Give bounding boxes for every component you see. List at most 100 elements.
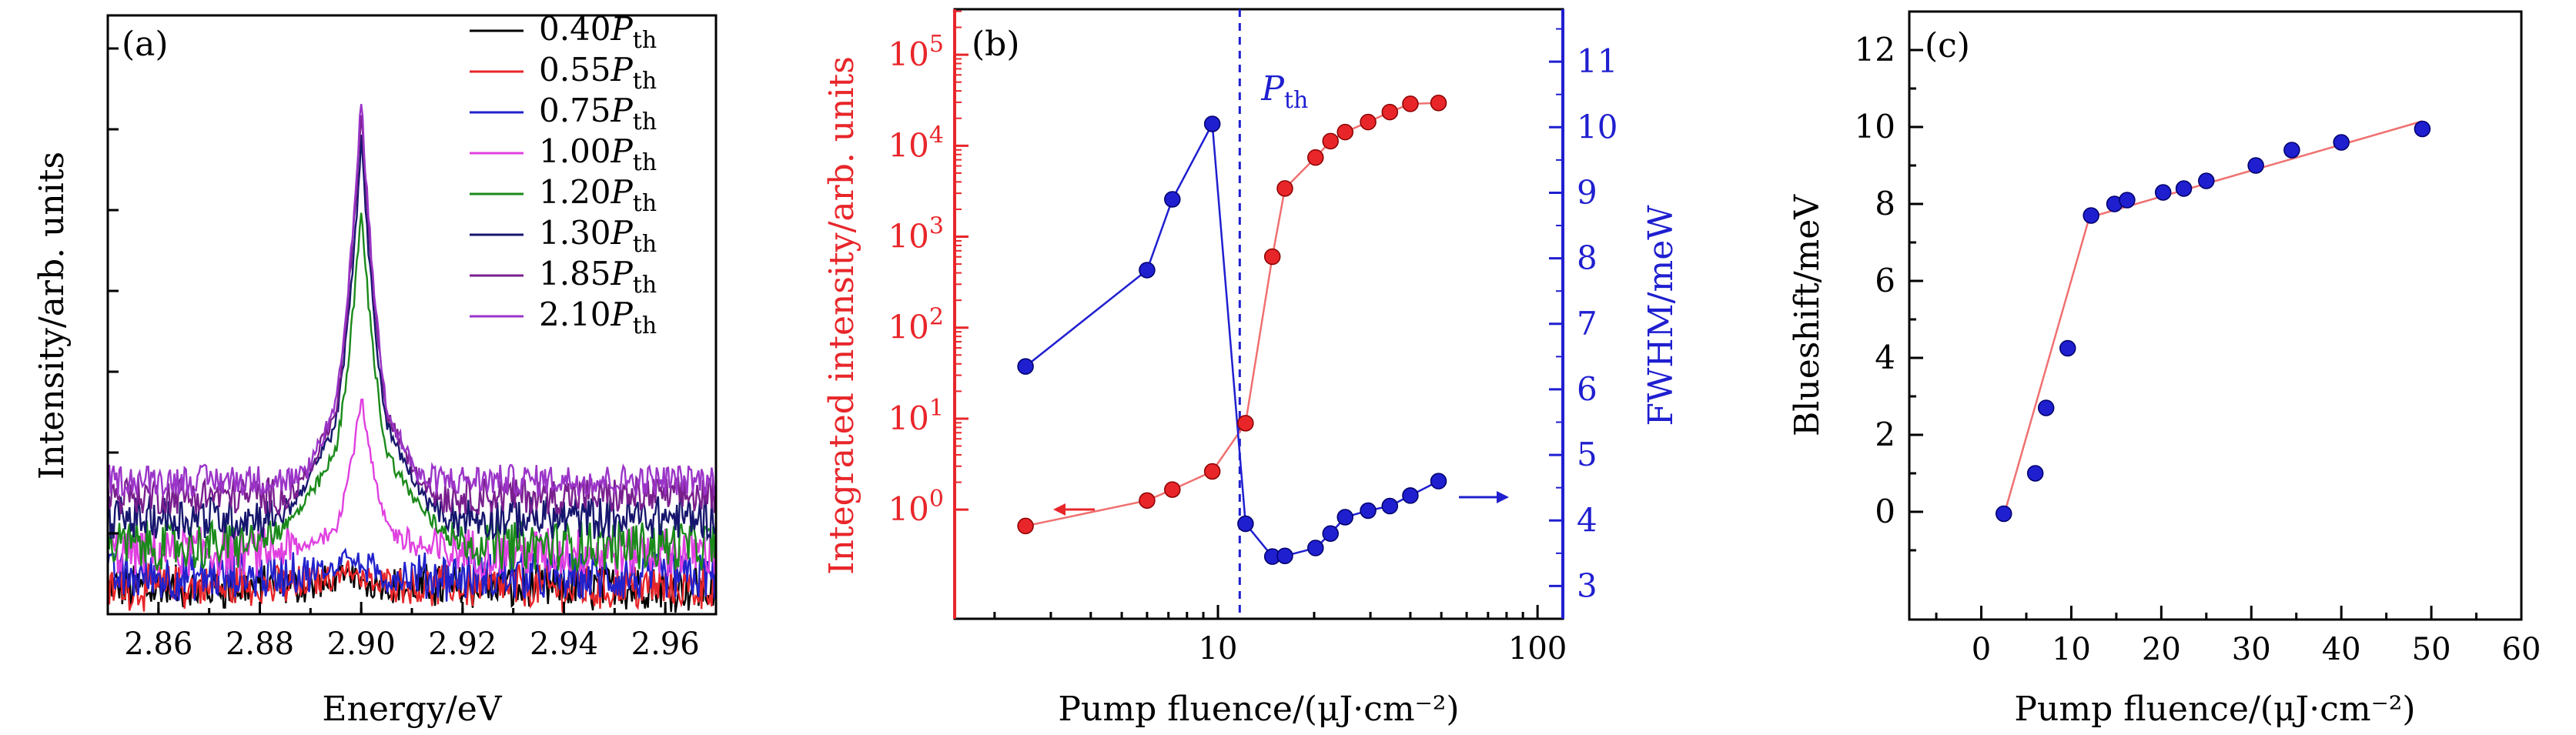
- tick-base: 10: [888, 490, 928, 528]
- spectrum-line: [108, 103, 716, 499]
- intensity-point: [1307, 149, 1324, 166]
- panel-a-legend: 0.40Pth0.55Pth0.75Pth1.00Pth1.20Pth1.30P…: [470, 10, 657, 339]
- y-tick-label: 12: [1855, 31, 1895, 68]
- legend-subscript: th: [633, 190, 657, 217]
- intensity-point: [1430, 95, 1447, 112]
- left-tick-label: 103: [888, 213, 944, 256]
- x-tick-label: 20: [2142, 632, 2181, 667]
- panel-c-blueshift: 0 10 20 30 40 50 60 0 2 4 6 8 10 12 (c) Pump fluence…: [1788, 10, 2541, 729]
- y-tick-label: 8: [1875, 185, 1895, 222]
- spectrum-line: [108, 135, 716, 543]
- tick-base: 10: [888, 218, 928, 256]
- x-tick-label: 50: [2412, 632, 2451, 667]
- panel-b-label: (b): [972, 25, 1020, 64]
- panel-c-series: [1996, 120, 2431, 523]
- y-tick-label: 6: [1875, 262, 1895, 299]
- panel-c-x-axis-label: Pump fluence/(μJ·cm⁻²): [2014, 690, 2415, 729]
- legend-coefficient: 2.10: [539, 296, 611, 333]
- tick-exponent: 4: [929, 122, 944, 149]
- fwhm-point: [1402, 487, 1419, 504]
- legend-entry: 0.55Pth: [539, 51, 657, 95]
- fwhm-point: [1381, 497, 1399, 515]
- legend-symbol: P: [611, 173, 634, 211]
- fwhm-point: [1307, 540, 1324, 556]
- legend-subscript: th: [633, 272, 657, 299]
- panel-a-x-ticks: 2.86 2.88 2.90 2.92 2.94 2.96: [106, 602, 718, 662]
- fwhm-point: [1017, 358, 1034, 375]
- right-tick-label: 3: [1577, 566, 1597, 604]
- x-tick-label: 10: [1199, 631, 1238, 667]
- intensity-point: [1017, 517, 1034, 535]
- left-axis-arrowhead: [1053, 503, 1066, 516]
- left-tick-label: 105: [888, 31, 944, 73]
- panel-b-x-axis-label: Pump fluence/(μJ·cm⁻²): [1058, 690, 1459, 729]
- tick-exponent: 2: [929, 304, 944, 331]
- tick-exponent: 3: [929, 213, 944, 240]
- threshold-label: Pth: [1260, 69, 1308, 114]
- blueshift-point: [2083, 207, 2099, 224]
- y-tick-label: 0: [1875, 493, 1895, 530]
- legend-symbol: P: [611, 214, 634, 252]
- intensity-point: [1203, 463, 1221, 480]
- legend-symbol: P: [611, 10, 634, 48]
- legend-entry: 1.85Pth: [539, 255, 657, 299]
- intensity-point: [1276, 180, 1293, 197]
- legend-entry: 1.30Pth: [539, 214, 657, 258]
- spectrum-line: [108, 547, 716, 602]
- legend-symbol: P: [611, 296, 634, 333]
- legend-subscript: th: [633, 109, 657, 135]
- tick-base: 10: [888, 35, 928, 73]
- x-tick-label: 2.88: [226, 626, 294, 662]
- blueshift-point: [2333, 134, 2350, 151]
- blueshift-point: [2119, 192, 2136, 209]
- legend-symbol: P: [611, 132, 634, 170]
- legend-coefficient: 0.40: [539, 10, 611, 48]
- fwhm-point: [1237, 515, 1254, 533]
- panel-a-y-ticks: [108, 47, 119, 535]
- legend-entry: 1.00Pth: [539, 132, 657, 176]
- tick-exponent: 5: [929, 31, 944, 58]
- tick-base: 10: [888, 309, 928, 346]
- x-tick-label: 30: [2232, 632, 2271, 667]
- fwhm-point: [1276, 547, 1293, 564]
- legend-coefficient: 1.00: [539, 132, 611, 170]
- blueshift-point: [2175, 180, 2193, 197]
- blueshift-point: [2198, 172, 2215, 189]
- panel-c-y-ticks: 0 2 4 6 8 10 12: [1855, 31, 1923, 552]
- blueshift-point: [2414, 120, 2431, 138]
- fwhm-line: [1025, 120, 1440, 558]
- intensity-point: [1164, 481, 1181, 498]
- legend-subscript: th: [633, 68, 657, 95]
- fwhm-point: [1203, 115, 1221, 132]
- right-tick-label: 6: [1577, 370, 1597, 408]
- panel-c-x-ticks: 0 10 20 30 40 50 60: [1935, 606, 2541, 667]
- left-tick-label: 102: [888, 304, 944, 346]
- fwhm-point: [1337, 509, 1353, 526]
- intensity-line: [1025, 102, 1439, 527]
- right-axis-arrowhead: [1497, 491, 1509, 503]
- panel-a-x-axis-label: Energy/eV: [322, 690, 502, 729]
- right-tick-label: 11: [1577, 42, 1618, 80]
- legend-subscript: th: [633, 231, 657, 258]
- tick-exponent: 1: [929, 395, 944, 422]
- intensity-point: [1263, 248, 1281, 266]
- panel-a-y-axis-label: Intensity/arb. units: [32, 152, 72, 479]
- legend-subscript: th: [633, 149, 657, 176]
- panel-c-y-axis-label: Blueshift/meV: [1788, 194, 1827, 436]
- panel-b-right-axis-label: FWHM/meW: [1641, 205, 1681, 426]
- panel-b-axis-arrows: [1053, 491, 1509, 516]
- intensity-point: [1139, 492, 1156, 509]
- panel-b-frame: [953, 8, 1564, 620]
- legend-coefficient: 0.55: [539, 51, 611, 89]
- fwhm-point: [1164, 191, 1181, 208]
- intensity-point: [1322, 132, 1339, 150]
- x-tick-label: 40: [2322, 632, 2361, 667]
- right-tick-label: 7: [1577, 305, 1597, 342]
- legend-entry: 0.75Pth: [539, 92, 657, 135]
- panel-b-series: [1017, 95, 1447, 565]
- right-tick-label: 5: [1577, 436, 1597, 473]
- x-tick-label: 100: [1508, 631, 1567, 667]
